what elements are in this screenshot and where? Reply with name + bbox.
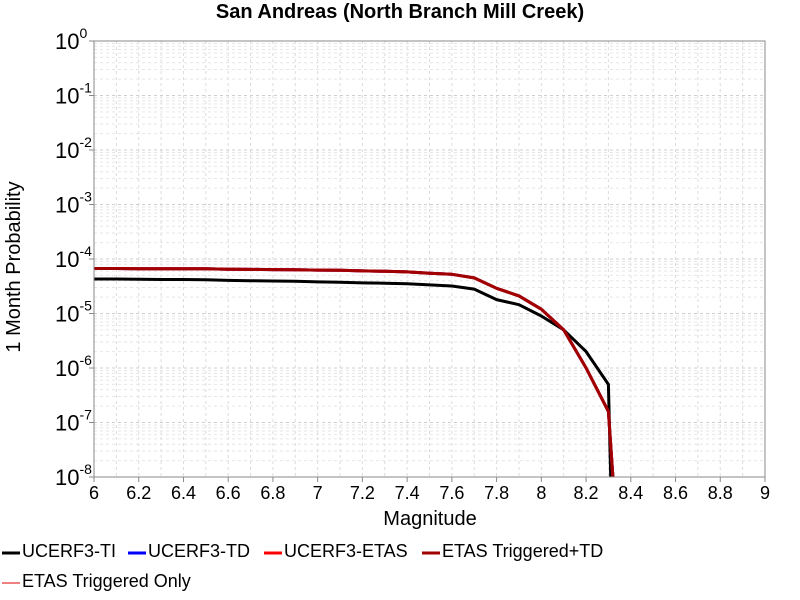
x-tick-label: 8.2 [574, 483, 599, 503]
legend-label-ucerf3-etas: UCERF3-ETAS [284, 541, 408, 561]
legend-label-etas-triggered-only: ETAS Triggered Only [22, 571, 191, 591]
legend-label-etas-triggered-td: ETAS Triggered+TD [442, 541, 603, 561]
y-axis-label: 1 Month Probability [3, 181, 25, 352]
y-tick-label: 10-1 [55, 80, 92, 109]
y-tick-label: 10-7 [55, 407, 92, 436]
x-tick-label: 6 [89, 483, 99, 503]
y-tick-label: 10-5 [55, 298, 92, 327]
x-tick-label: 9 [760, 483, 770, 503]
chart-title: San Andreas (North Branch Mill Creek) [216, 1, 584, 23]
x-tick-label: 7.6 [439, 483, 464, 503]
x-tick-label: 6.6 [216, 483, 241, 503]
y-tick-label: 10-6 [55, 352, 92, 381]
x-tick-label: 8 [536, 483, 546, 503]
series-line-ucerf3-ti [94, 277, 613, 478]
x-tick-label: 7.2 [350, 483, 375, 503]
x-tick-label: 6.4 [171, 483, 196, 503]
y-axis-ticks: 100 10-1 10-2 10-3 10-4 10-5 10-6 10-7 10-8 [55, 25, 94, 490]
x-axis-label: Magnitude [383, 508, 476, 530]
x-tick-label: 8.8 [708, 483, 733, 503]
x-tick-label: 8.6 [663, 483, 688, 503]
y-tick-label: 10-2 [55, 134, 92, 163]
legend-label-ucerf3-td: UCERF3-TD [148, 541, 250, 561]
series-group [94, 267, 615, 478]
x-tick-label: 8.4 [618, 483, 643, 503]
x-tick-label: 6.2 [126, 483, 151, 503]
grid [93, 41, 766, 478]
x-tick-label: 7.8 [484, 483, 509, 503]
x-tick-label: 6.8 [260, 483, 285, 503]
x-tick-label: 7.4 [395, 483, 420, 503]
legend: UCERF3-TI UCERF3-TD UCERF3-ETAS ETAS Trigge… [2, 541, 603, 591]
legend-label-ucerf3-ti: UCERF3-TI [22, 541, 116, 561]
y-tick-label: 10-4 [55, 243, 92, 272]
y-tick-label: 100 [55, 25, 87, 54]
series-line-etas-triggered-td [94, 267, 615, 478]
x-axis-ticks: 6 6.2 6.4 6.6 6.8 7 7.2 7.4 7.6 7.8 8 8.2 8.4 8.6 8.8 9 [89, 477, 770, 503]
y-tick-label: 10-3 [55, 189, 92, 218]
y-tick-label: 10-8 [55, 461, 92, 490]
x-tick-label: 7 [313, 483, 323, 503]
